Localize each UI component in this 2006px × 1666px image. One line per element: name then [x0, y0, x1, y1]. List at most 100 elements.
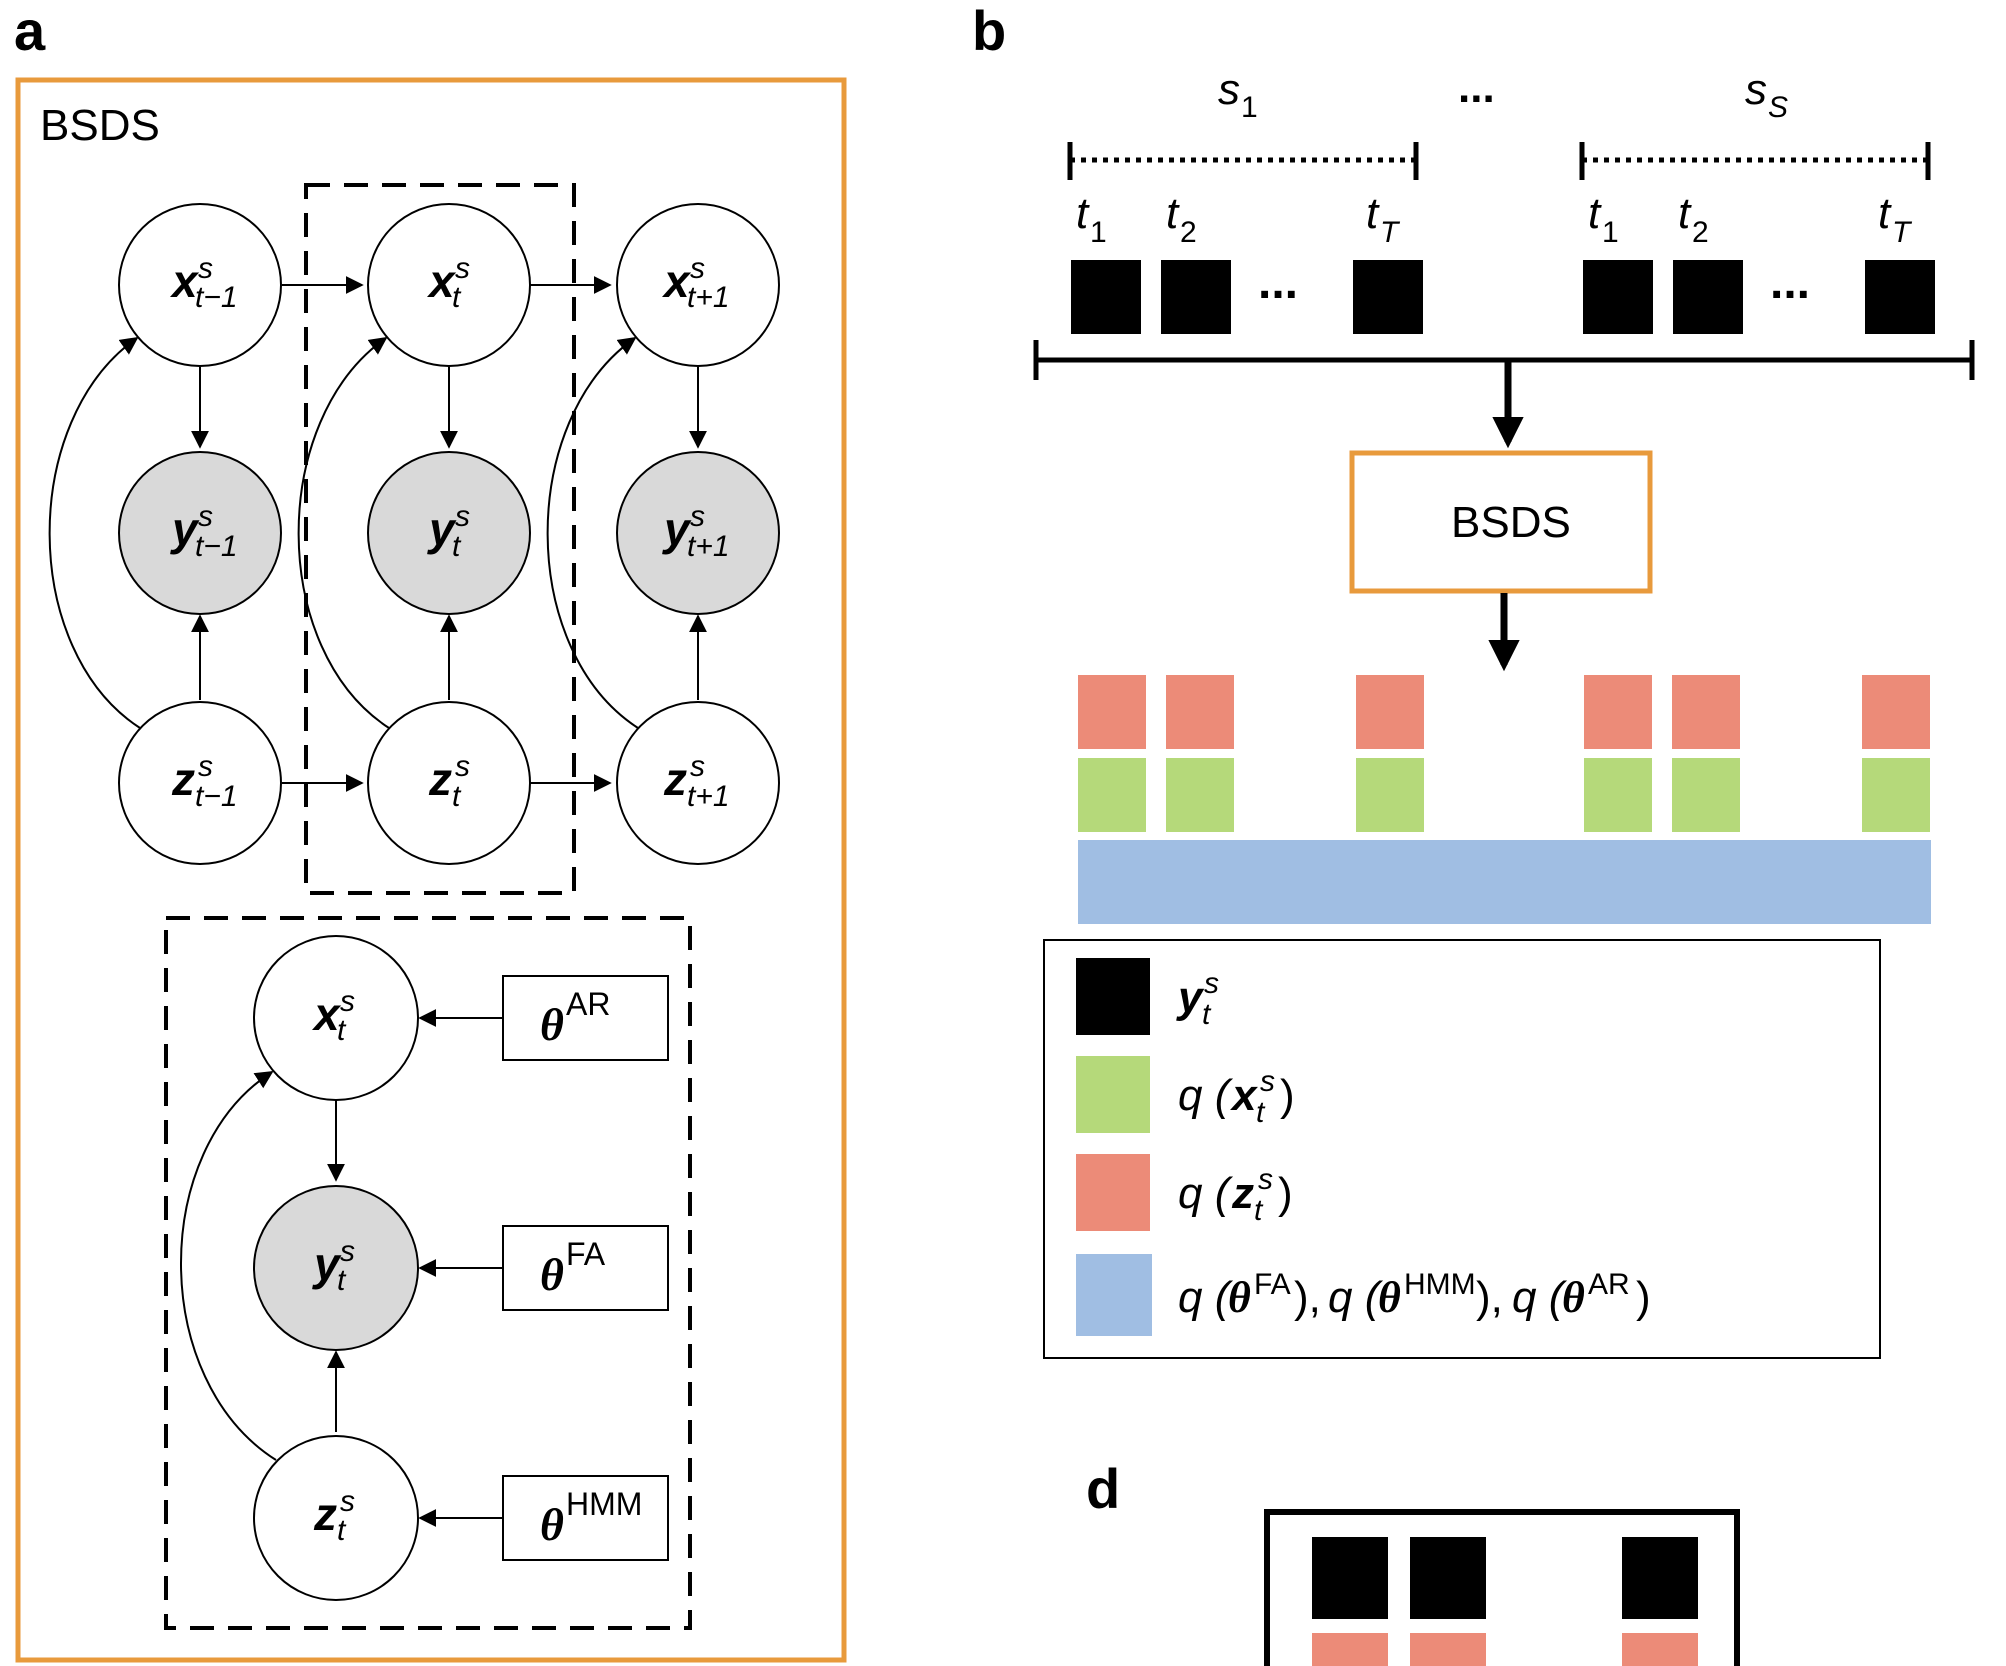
label-sup: s: [198, 500, 213, 533]
observed-block: [1161, 260, 1231, 334]
x-block: [1356, 758, 1424, 832]
edge-z-next-to-x-next: [546, 336, 639, 729]
upper-nodes: x s t−1 x s t x s t+1 y s t−1 y s t y s …: [118, 203, 780, 865]
label-sub: t: [1256, 1096, 1266, 1129]
label-x-prev: x s t−1: [169, 252, 238, 314]
label-y-prev: y s t−1: [170, 500, 238, 563]
legend-label-qx: q ( x s t ): [1178, 1065, 1295, 1129]
label-base: z: [1231, 1169, 1254, 1218]
theta-ar-box: [502, 975, 669, 1061]
label-prefix: q (: [1178, 1169, 1234, 1218]
time-label: t 1: [1076, 189, 1107, 249]
label-suffix: ): [1278, 1169, 1293, 1218]
subject-label-last: s S: [1745, 65, 1788, 124]
bsds-frame-label: BSDS: [40, 101, 160, 150]
observation-blocks: [1071, 260, 1935, 334]
node-z-next: [616, 701, 780, 865]
label-z-prev: z s t−1: [171, 750, 238, 813]
z-block: [1584, 675, 1652, 749]
x-block: [1166, 758, 1234, 832]
label-sup: s: [340, 985, 355, 1018]
label-z-plate: z s t: [313, 1485, 355, 1547]
label-sub: t+1: [687, 530, 730, 563]
label-base: t: [1588, 189, 1602, 238]
z-block: [1862, 675, 1930, 749]
label-sup: s: [198, 252, 213, 285]
node-z-cur: [367, 701, 531, 865]
label-sub: t−1: [195, 281, 238, 314]
label-prefix: q (: [1178, 1071, 1234, 1120]
label-z-next: z s t+1: [663, 750, 730, 813]
node-x-plate: [253, 935, 419, 1101]
label-base: t: [1366, 189, 1380, 238]
time-label: t 1: [1588, 189, 1619, 249]
label-suffix: ): [1636, 1273, 1651, 1322]
timeline: [1033, 340, 1975, 380]
z-block: [1078, 675, 1146, 749]
label-sub: t+1: [687, 780, 730, 813]
x-block: [1862, 758, 1930, 832]
x-block: [1584, 758, 1652, 832]
label-base: z: [663, 753, 687, 805]
label-y-plate: y s t: [312, 1235, 355, 1297]
label-suffix: ): [1280, 1071, 1295, 1120]
legend-swatch-qx: [1076, 1056, 1150, 1133]
label-suffix: ),: [1294, 1273, 1321, 1322]
bsds-box-label: BSDS: [1451, 498, 1571, 547]
label-sup: HMM: [1404, 1268, 1476, 1301]
time-label: t 2: [1166, 189, 1197, 249]
label-base: θ: [540, 1249, 564, 1300]
node-y-cur: [367, 451, 531, 615]
label-theta-hmm: θ HMM: [540, 1486, 642, 1550]
label-sub: S: [1768, 91, 1788, 124]
label-suffix: ),: [1476, 1273, 1503, 1322]
observed-block: [1622, 1537, 1698, 1619]
label-x-cur: x s t: [426, 252, 470, 314]
label-sub: t: [1254, 1194, 1264, 1227]
label-sub: 1: [1241, 91, 1258, 124]
panel-label-a: a: [14, 0, 46, 62]
node-x-next: [616, 203, 780, 367]
label-sub: 1: [1602, 216, 1619, 249]
label-sup: AR: [1588, 1268, 1630, 1301]
subject-label-first: s 1: [1218, 65, 1258, 124]
label-base: s: [1218, 65, 1240, 114]
block-ellipsis: ...: [1770, 256, 1810, 309]
label-sup: s: [690, 500, 705, 533]
label-base: z: [313, 1488, 337, 1540]
x-block: [1078, 758, 1146, 832]
label-theta-ar: θ AR: [540, 986, 610, 1050]
label-prefix: q (: [1512, 1273, 1568, 1322]
label-sub: t+1: [687, 281, 730, 314]
label-prefix: q (: [1178, 1273, 1234, 1322]
observed-block: [1312, 1537, 1388, 1619]
node-z-prev: [118, 701, 282, 865]
label-base: y: [170, 503, 200, 555]
time-slice-dashed-box: [304, 183, 576, 895]
label-sup: FA: [566, 1236, 606, 1272]
edge-z-cur-to-x-cur: [297, 336, 390, 729]
label-base: s: [1745, 65, 1767, 114]
label-base: t: [1166, 189, 1180, 238]
legend-box: [1043, 939, 1881, 1359]
label-base: x: [1230, 1071, 1258, 1120]
label-base: t: [1076, 189, 1090, 238]
label-base: θ: [540, 999, 564, 1050]
label-sub: t: [452, 281, 462, 314]
theta-hmm-box: [502, 1475, 669, 1561]
z-block: [1672, 675, 1740, 749]
posterior-x-blocks: [1078, 758, 1930, 832]
edge-z-to-x: [180, 1071, 277, 1461]
edge-z-prev-to-x-prev: [48, 336, 141, 729]
label-sub: t: [452, 530, 462, 563]
x-block: [1672, 758, 1740, 832]
label-sub: T: [1380, 216, 1401, 249]
label-sup: s: [455, 500, 470, 533]
label-sup: AR: [566, 986, 610, 1022]
label-prefix: q (: [1328, 1273, 1384, 1322]
label-sup: s: [455, 750, 470, 783]
subject-ellipsis: ...: [1458, 63, 1495, 112]
label-z-cur: z s t: [428, 750, 470, 813]
label-sub: t: [1202, 998, 1212, 1031]
